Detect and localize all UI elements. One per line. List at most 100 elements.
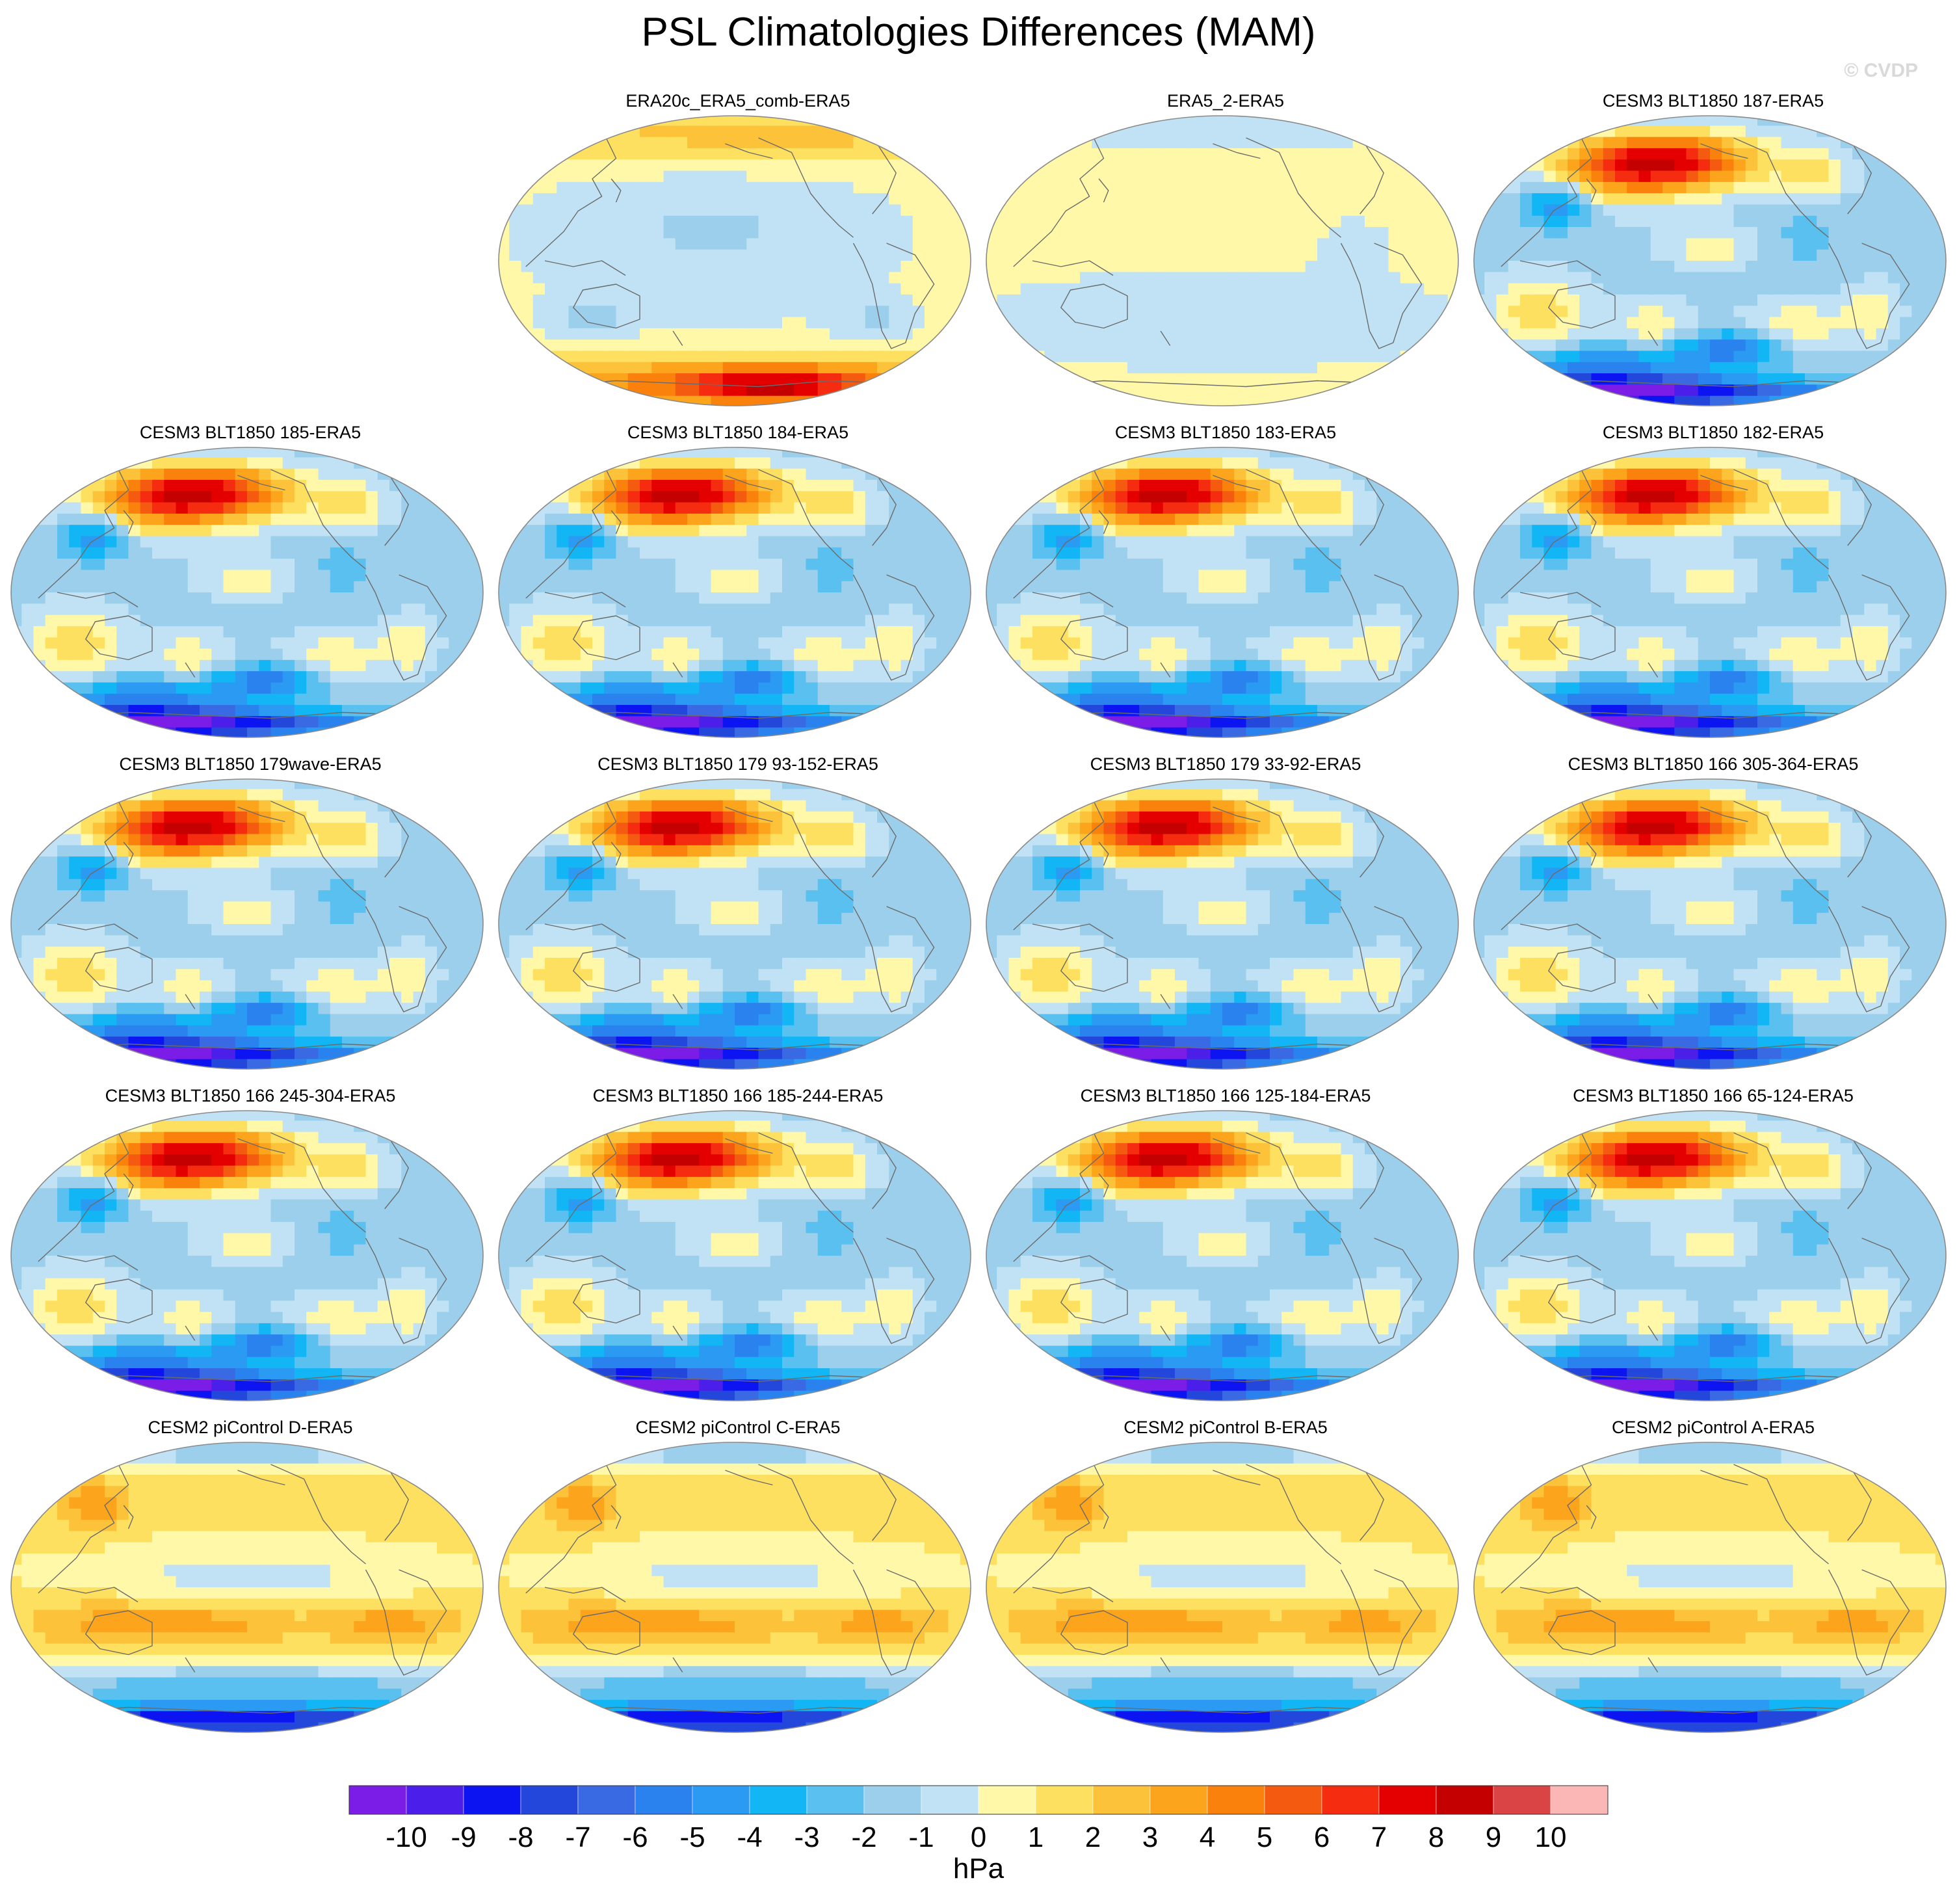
contour-cell [557, 468, 570, 481]
contour-cell [722, 116, 735, 126]
contour-cell [116, 491, 129, 503]
contour-cell [1757, 159, 1770, 172]
contour-cell [675, 317, 688, 329]
contour-cell [925, 238, 937, 250]
contour-cell [1092, 339, 1105, 352]
contour-cell [1175, 384, 1187, 397]
contour-cell [877, 159, 889, 172]
contour-cell [1151, 328, 1164, 340]
contour-cell [1234, 159, 1247, 172]
contour-cell [1210, 261, 1223, 272]
contour-cell [817, 181, 830, 194]
contour-cell [176, 525, 189, 537]
contour-cell [841, 306, 854, 318]
contour-cell [1745, 272, 1758, 284]
contour-cell [830, 116, 842, 126]
contour-cell [259, 479, 272, 492]
contour-cell [997, 395, 1010, 406]
contour-cell [45, 716, 58, 728]
contour-cell [1424, 339, 1437, 352]
contour-cell [1270, 373, 1282, 385]
contour-cell [1293, 339, 1306, 352]
contour-cell [509, 502, 522, 514]
contour-cell [557, 306, 570, 318]
contour-cell [1686, 272, 1699, 284]
contour-cell [675, 457, 688, 469]
contour-cell [1376, 193, 1389, 205]
contour-cell [1151, 261, 1164, 272]
contour-cell [794, 384, 807, 397]
contour-cell [1092, 272, 1105, 284]
contour-cell [1508, 193, 1521, 205]
contour-cell [853, 137, 866, 149]
contour-cell [853, 468, 866, 481]
contour-cell [425, 468, 438, 481]
contour-cell [997, 238, 1010, 250]
contour-cell [1257, 373, 1270, 385]
contour-cell [568, 249, 581, 261]
contour-cell [532, 249, 545, 261]
contour-cell [675, 215, 688, 228]
contour-cell [592, 525, 605, 537]
contour-cell [1388, 328, 1401, 340]
contour-cell [1722, 204, 1735, 217]
contour-cell [1317, 395, 1330, 406]
contour-cell [722, 525, 735, 537]
contour-cell [1234, 170, 1247, 183]
contour-cell [997, 227, 1010, 239]
contour-cell [889, 126, 902, 138]
contour-cell [604, 502, 617, 514]
contour-cell [1698, 350, 1711, 363]
contour-cell [1103, 181, 1116, 194]
contour-cell [499, 705, 510, 717]
contour-cell [1151, 126, 1164, 138]
contour-cell [687, 362, 700, 374]
contour-cell [1496, 159, 1509, 172]
contour-cell [830, 659, 842, 672]
contour-cell [413, 626, 426, 638]
contour-cell [986, 339, 997, 352]
contour-cell [1568, 261, 1580, 272]
contour-cell [472, 648, 483, 661]
contour-cell [711, 116, 724, 126]
contour-cell [1568, 126, 1580, 138]
contour-cell [11, 592, 22, 604]
contour-cell [616, 525, 629, 537]
contour-cell [675, 536, 688, 548]
contour-cell [1769, 227, 1782, 239]
contour-cell [259, 626, 272, 638]
contour-cell [722, 716, 735, 728]
contour-cell [1852, 227, 1865, 239]
contour-cell [449, 693, 462, 706]
contour-cell [1115, 238, 1128, 250]
contour-cell [318, 479, 331, 492]
contour-cell [604, 294, 617, 306]
contour-cell [746, 238, 759, 250]
contour-cell [1400, 215, 1413, 228]
contour-cell [211, 659, 224, 672]
contour-cell [545, 705, 557, 717]
contour-cell [187, 603, 200, 616]
contour-cell [1198, 306, 1211, 318]
contour-cell [1293, 215, 1306, 228]
contour-cell [45, 570, 58, 582]
contour-cell [1234, 350, 1247, 363]
contour-cell [1935, 317, 1946, 329]
contour-cell [675, 468, 688, 481]
contour-cell [460, 648, 473, 661]
contour-cell [33, 705, 46, 717]
contour-cell [1864, 181, 1877, 194]
contour-cell [889, 395, 902, 406]
contour-cell [568, 328, 581, 340]
contour-cell [545, 648, 557, 661]
contour-cell [687, 159, 700, 172]
contour-cell [460, 581, 473, 593]
contour-cell [580, 159, 593, 172]
contour-cell [1769, 395, 1782, 406]
contour-cell [651, 159, 664, 172]
contour-cell [699, 468, 712, 481]
contour-cell [758, 468, 771, 481]
contour-cell [1674, 181, 1687, 194]
contour-cell [545, 525, 557, 537]
contour-cell [1781, 238, 1794, 250]
